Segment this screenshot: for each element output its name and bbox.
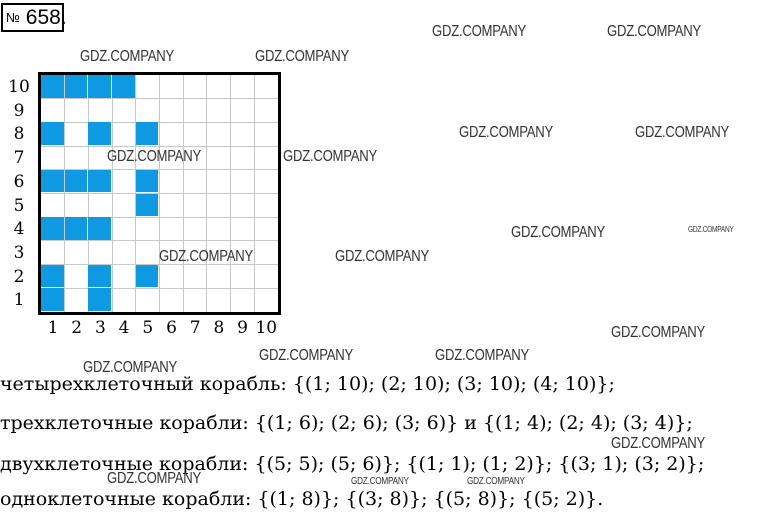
watermark: GDZ.COMPANY — [607, 23, 702, 40]
watermark: GDZ.COMPANY — [635, 124, 730, 141]
ship-cell — [112, 75, 135, 98]
ship-cell — [64, 217, 88, 240]
ship-cell — [64, 75, 88, 98]
answer-three-cell-ships: трехклеточные корабли: {(1; 6); (2; 6); … — [0, 412, 693, 434]
y-tick-label: 2 — [13, 266, 25, 287]
ship-cell — [41, 264, 64, 288]
ship-cell — [41, 169, 64, 193]
coordinate-grid — [38, 72, 281, 315]
y-tick-label: 3 — [13, 242, 25, 263]
watermark: GDZ.COMPANY — [459, 124, 554, 141]
y-tick-label: 9 — [13, 100, 25, 121]
y-tick-label: 4 — [13, 219, 25, 240]
watermark: GDZ.COMPANY — [351, 476, 409, 487]
watermark: GDZ.COMPANY — [511, 224, 606, 241]
number-sign: № — [6, 10, 20, 25]
ship-cell — [135, 122, 159, 146]
task-number-value: 658. — [25, 6, 67, 29]
y-tick-label: 1 — [13, 290, 25, 311]
grid-line — [206, 75, 208, 312]
x-tick-label: 9 — [237, 318, 248, 338]
x-tick-label: 6 — [166, 318, 177, 338]
watermark: GDZ.COMPANY — [259, 347, 354, 364]
watermark: GDZ.COMPANY — [611, 435, 706, 452]
x-tick-label: 3 — [94, 318, 106, 338]
watermark: GDZ.COMPANY — [467, 476, 525, 487]
grid-line — [253, 75, 255, 312]
grid-line — [41, 216, 278, 218]
watermark: GDZ.COMPANY — [435, 347, 530, 364]
ship-cell — [88, 122, 112, 146]
ship-cell — [64, 169, 88, 193]
grid-line — [41, 287, 278, 289]
watermark: GDZ.COMPANY — [432, 23, 527, 40]
watermark: GDZ.COMPANY — [159, 248, 254, 265]
ship-cell — [135, 169, 159, 193]
ship-cell — [41, 288, 64, 311]
ship-cell — [88, 288, 112, 311]
y-tick-label: 10 — [8, 77, 30, 97]
grid-line — [182, 75, 184, 312]
answer-one-cell-ships: одноклеточные корабли: {(1; 8)}; {(3; 8)… — [0, 488, 604, 510]
watermark: GDZ.COMPANY — [107, 470, 202, 487]
y-tick-label: 5 — [13, 195, 25, 216]
x-tick-label: 7 — [189, 318, 201, 338]
x-tick-label: 10 — [255, 318, 278, 338]
grid-line — [230, 75, 232, 312]
ship-cell — [41, 122, 64, 146]
watermark: GDZ.COMPANY — [255, 48, 350, 65]
watermark: GDZ.COMPANY — [80, 48, 175, 65]
watermark: GDZ.COMPANY — [107, 148, 202, 165]
x-tick-label: 5 — [142, 318, 154, 338]
ship-cell — [88, 217, 112, 240]
x-tick-label: 4 — [118, 318, 130, 338]
x-tick-label: 8 — [213, 318, 225, 338]
watermark: GDZ.COMPANY — [611, 324, 706, 341]
grid-line — [41, 240, 278, 242]
grid-line — [41, 193, 278, 194]
answer-two-cell-ships: двухклеточные корабли: {(5; 5); (5; 6)};… — [0, 453, 705, 475]
ship-cell — [88, 264, 112, 288]
ship-cell — [135, 264, 159, 288]
watermark: GDZ.COMPANY — [83, 359, 178, 376]
ship-cell — [88, 169, 112, 193]
x-tick-label: 2 — [71, 318, 83, 338]
y-tick-label: 7 — [13, 148, 25, 169]
watermark: GDZ.COMPANY — [283, 148, 378, 165]
ship-cell — [41, 75, 64, 98]
y-tick-label: 8 — [13, 124, 25, 145]
answer-four-cell-ship: четырехклеточный корабль: {(1; 10); (2; … — [0, 373, 615, 395]
task-number: № 658. — [1, 3, 67, 32]
x-tick-label: 1 — [47, 318, 59, 338]
ship-cell — [88, 75, 112, 98]
watermark: GDZ.COMPANY — [688, 225, 734, 234]
ship-cell — [135, 193, 159, 217]
watermark: GDZ.COMPANY — [335, 248, 430, 265]
ship-cell — [41, 217, 64, 240]
y-tick-label: 6 — [13, 171, 25, 192]
grid-line — [41, 264, 278, 266]
